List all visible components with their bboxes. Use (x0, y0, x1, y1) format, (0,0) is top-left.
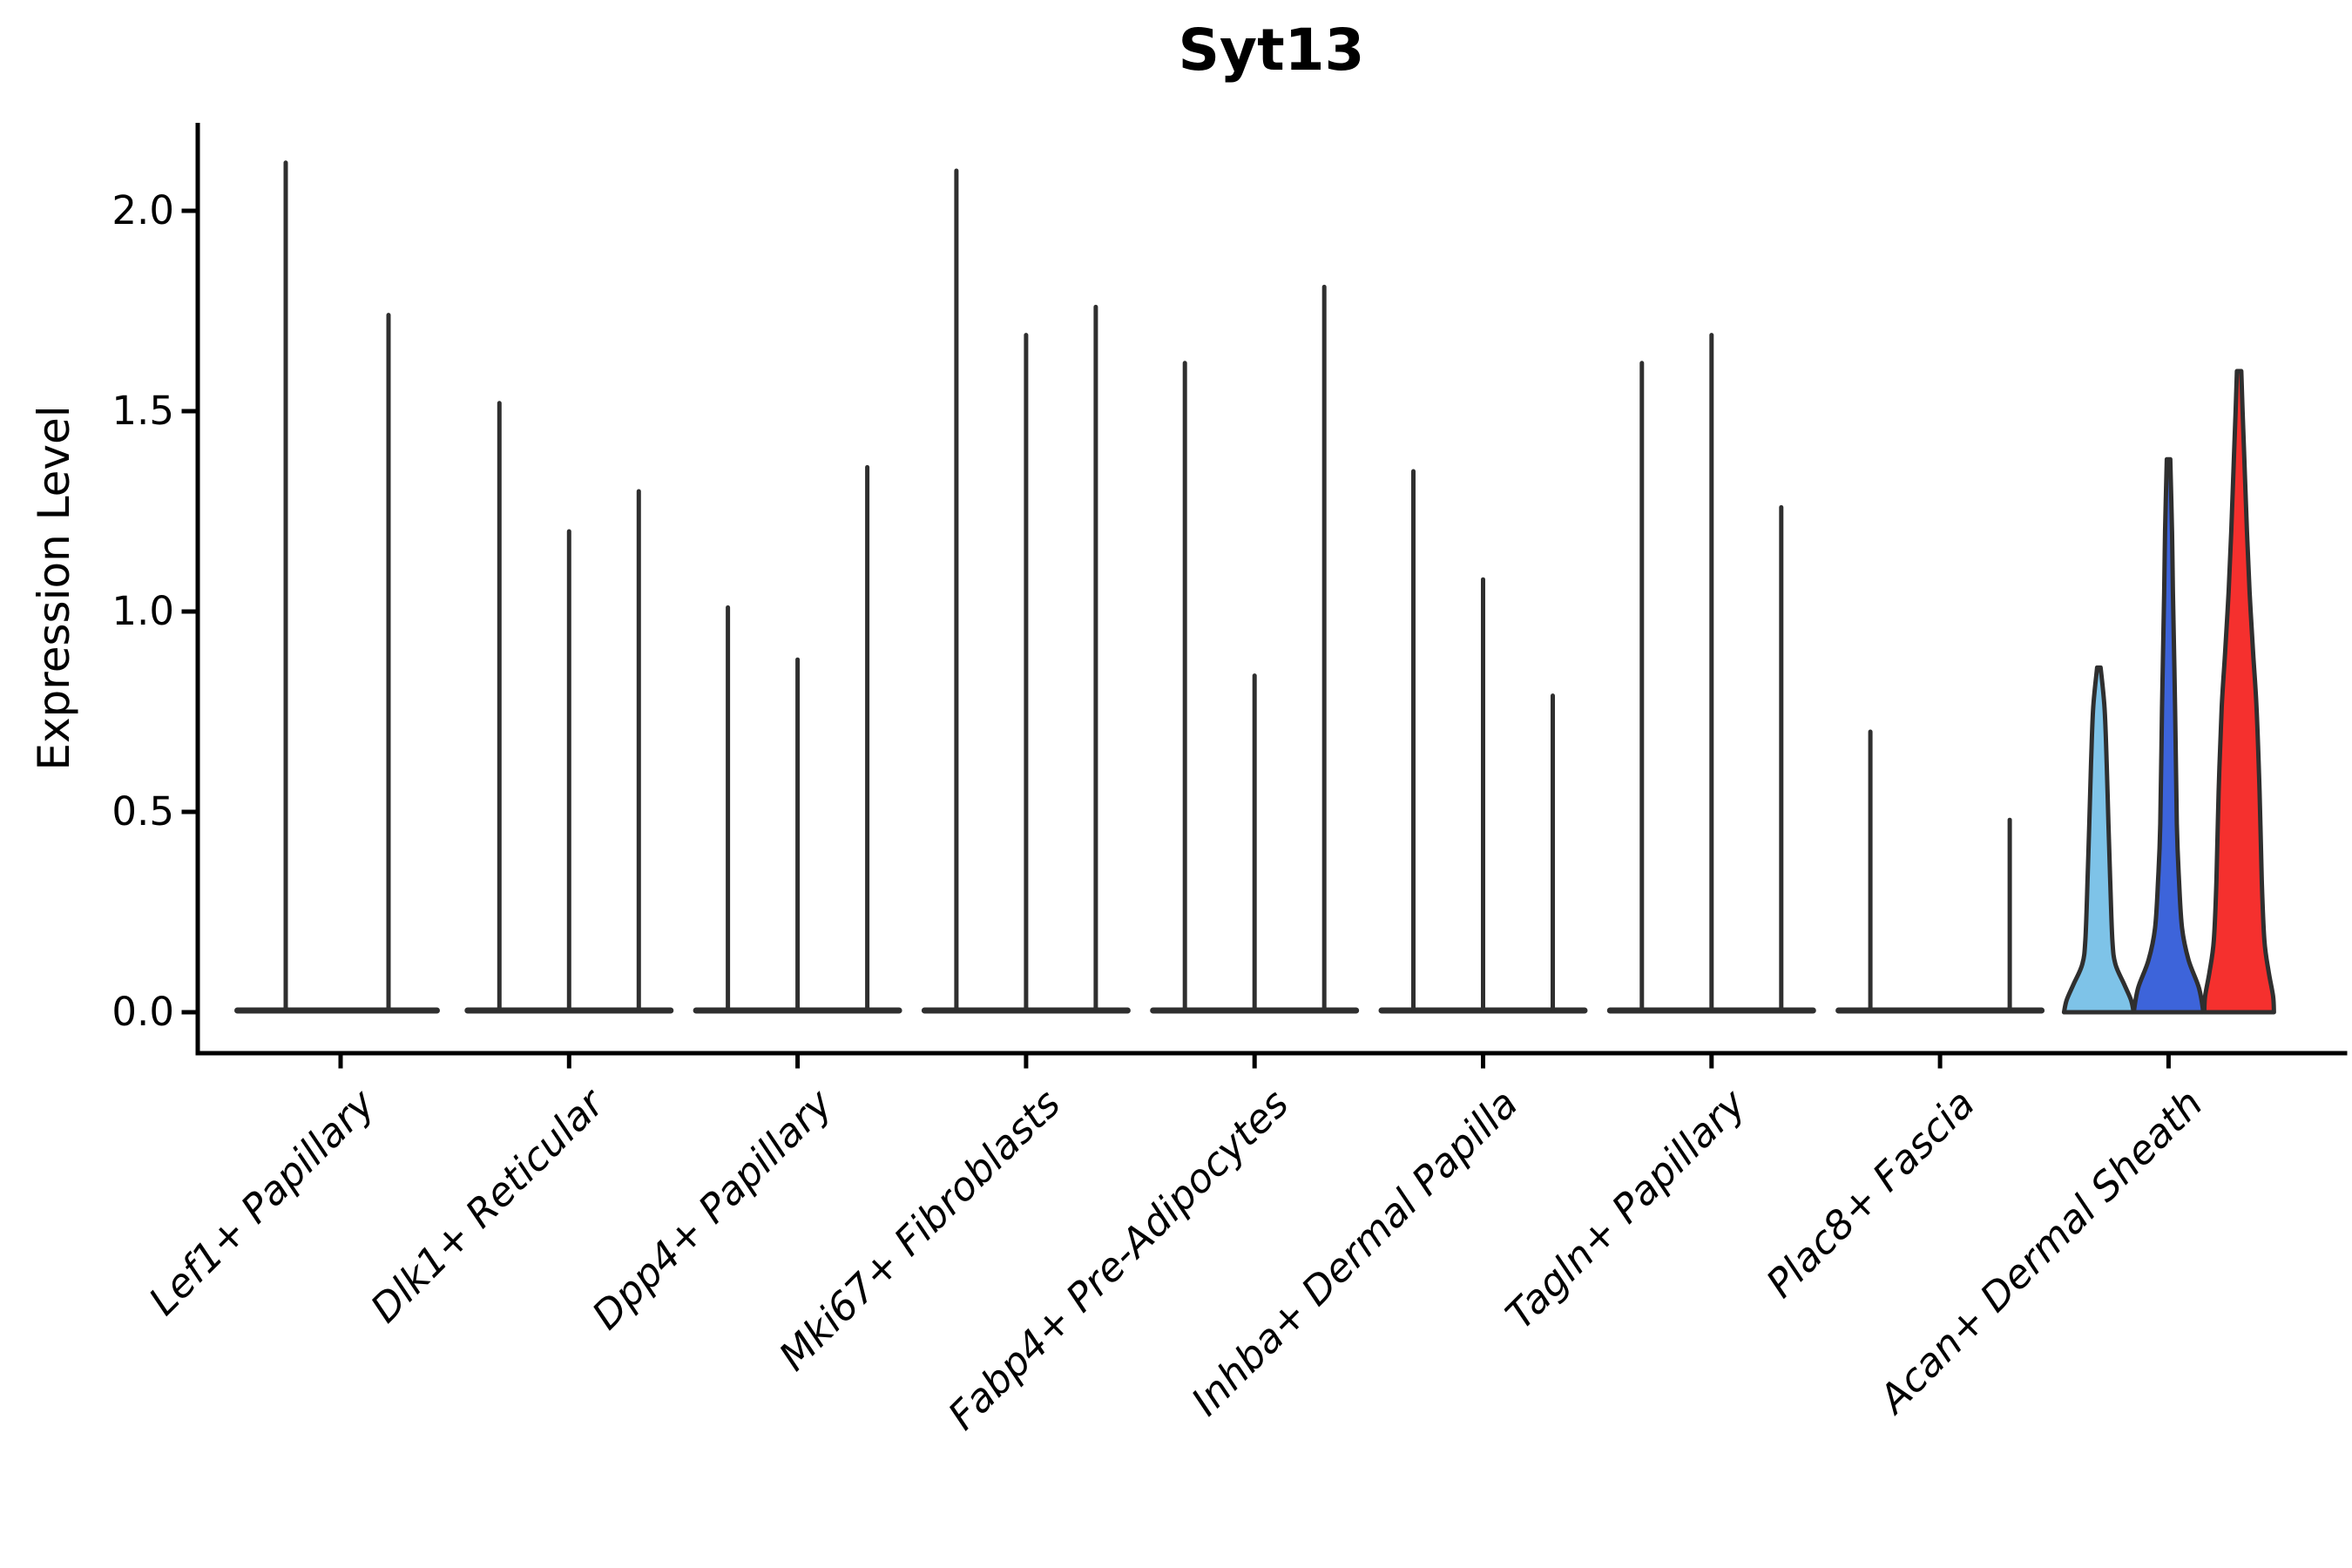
violin-body (2201, 368, 2276, 1015)
y-tick-mark (181, 208, 196, 213)
x-tick-mark (1024, 1055, 1029, 1069)
y-axis-label: Expression Level (29, 405, 79, 771)
page-title: Syt13 (1178, 17, 1365, 84)
y-tick-mark (181, 1010, 196, 1015)
x-tick-mark (2166, 1055, 2171, 1069)
y-tick-mark (181, 809, 196, 814)
y-axis-spine (195, 123, 200, 1056)
violin-body (2131, 456, 2206, 1015)
x-tick-mark (1937, 1055, 1943, 1069)
violin-base-bar (1835, 1007, 2045, 1014)
x-tick-mark (1252, 1055, 1257, 1069)
y-tick-label: 1.5 (112, 388, 174, 434)
y-tick-mark (181, 609, 196, 614)
x-tick-mark (566, 1055, 571, 1069)
y-tick-label: 0.5 (112, 788, 174, 835)
violin-base-bar (234, 1007, 440, 1014)
x-tick-mark (1481, 1055, 1485, 1069)
y-tick-label: 2.0 (112, 187, 174, 233)
violin-body (2061, 665, 2136, 1015)
y-tick-mark (181, 409, 196, 414)
x-tick-mark (338, 1055, 343, 1069)
y-tick-label: 1.0 (112, 588, 174, 634)
y-tick-label: 0.0 (112, 989, 174, 1035)
x-axis-spine (195, 1051, 2348, 1056)
x-tick-mark (1709, 1055, 1714, 1069)
x-tick-mark (795, 1055, 801, 1069)
